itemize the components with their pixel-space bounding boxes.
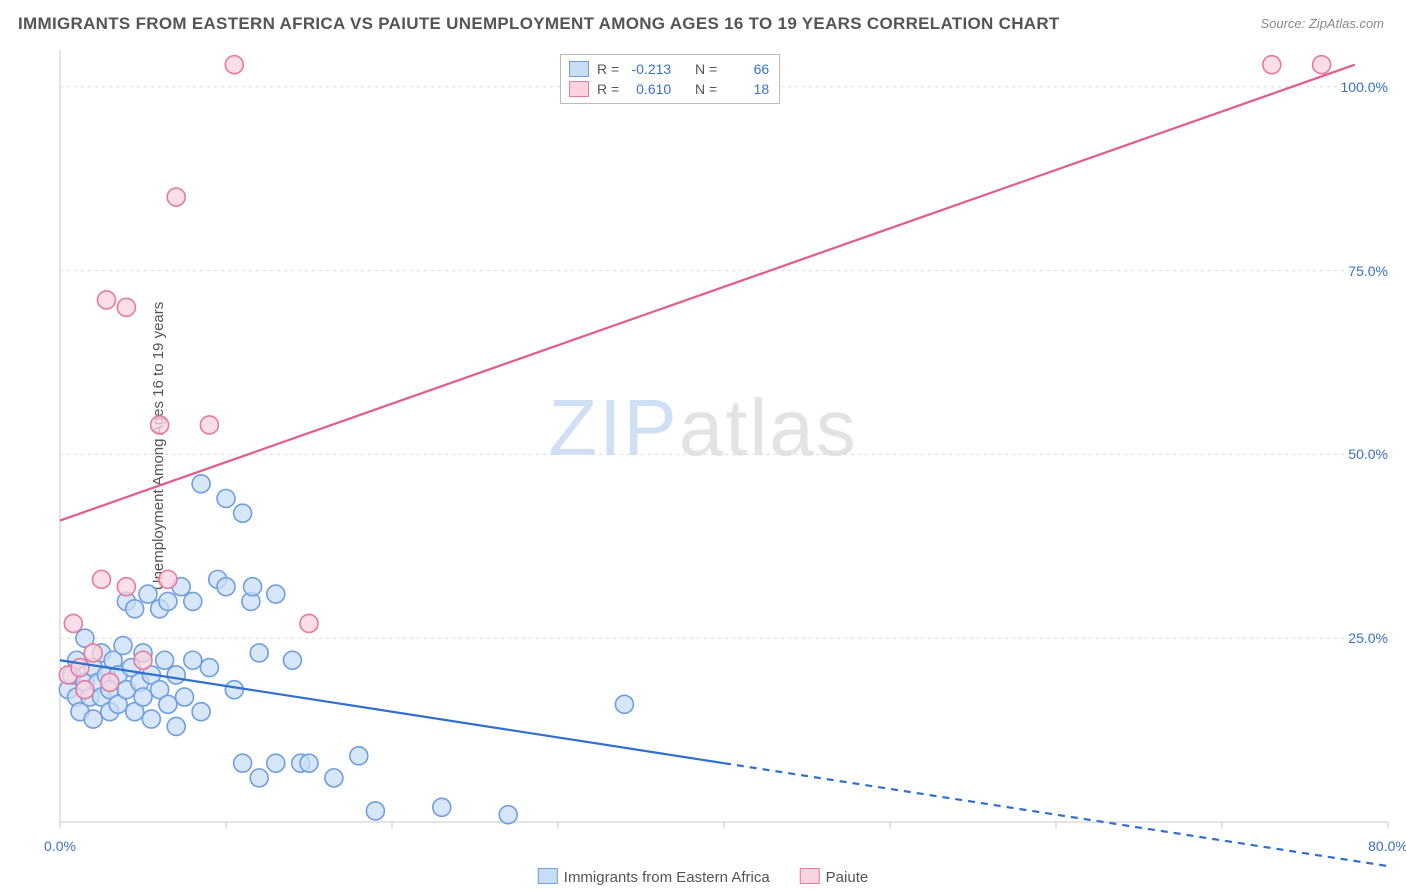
legend-series-item: Immigrants from Eastern Africa	[538, 868, 770, 886]
legend-series-item: Paiute	[800, 868, 869, 886]
y-tick-label: 100.0%	[1341, 79, 1388, 95]
legend-stat-row: R =-0.213 N =66	[569, 59, 769, 79]
legend-series: Immigrants from Eastern Africa Paiute	[538, 868, 868, 886]
y-tick-label: 25.0%	[1348, 630, 1388, 646]
x-tick-label: 0.0%	[44, 838, 76, 854]
legend-stat-row: R =0.610 N =18	[569, 79, 769, 99]
y-tick-label: 50.0%	[1348, 446, 1388, 462]
x-tick-label: 80.0%	[1368, 838, 1406, 854]
legend-stats: R =-0.213 N =66R =0.610 N =18	[560, 54, 780, 104]
y-tick-label: 75.0%	[1348, 263, 1388, 279]
scatter-plot	[0, 0, 1406, 892]
